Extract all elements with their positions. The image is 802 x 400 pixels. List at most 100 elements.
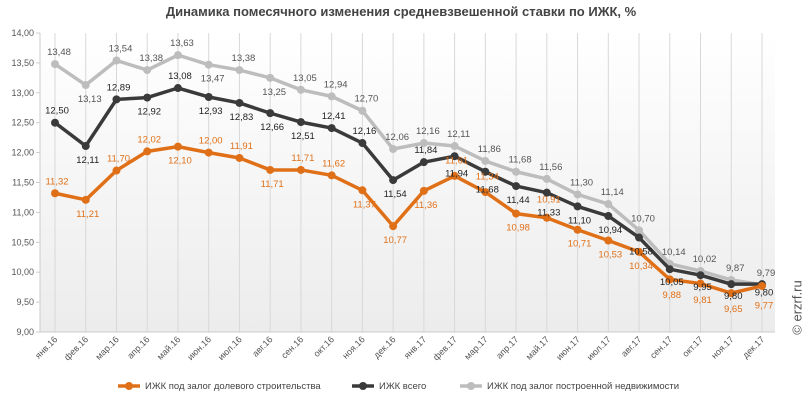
data-point <box>235 66 244 75</box>
data-point <box>696 279 705 288</box>
data-label: 12,51 <box>291 131 315 142</box>
data-label: 12,50 <box>45 106 69 117</box>
data-point <box>327 124 336 133</box>
data-label: 12,11 <box>76 155 99 166</box>
data-label: 12,00 <box>199 136 223 147</box>
data-point <box>204 60 213 69</box>
data-point <box>635 226 644 235</box>
data-label: 11,14 <box>601 187 624 198</box>
data-label: 9,79 <box>757 268 776 279</box>
data-point <box>81 142 90 151</box>
data-label: 10,70 <box>631 213 655 224</box>
data-label: 13,13 <box>78 94 102 105</box>
y-tick-label: 9,50 <box>16 297 34 307</box>
data-label: 13,47 <box>201 74 225 85</box>
data-label: 11,62 <box>322 158 345 169</box>
data-label: 10,05 <box>660 277 684 288</box>
data-label: 11,68 <box>476 184 499 195</box>
data-point <box>112 56 121 65</box>
data-point <box>51 60 59 69</box>
data-point <box>512 167 521 176</box>
data-point <box>143 147 152 156</box>
data-label: 9,95 <box>693 282 712 293</box>
data-label: 13,48 <box>47 47 71 58</box>
data-point <box>143 66 152 75</box>
data-label: 9,88 <box>663 290 682 301</box>
data-label: 11,36 <box>414 200 437 211</box>
data-label: 11,94 <box>445 169 468 180</box>
data-label: 11,68 <box>509 155 532 166</box>
data-point <box>481 167 490 176</box>
data-point <box>419 186 428 195</box>
data-label: 11,37 <box>353 199 376 210</box>
data-label: 12,41 <box>322 111 346 122</box>
y-tick-label: 12,50 <box>11 118 34 128</box>
data-label: 11,54 <box>384 189 407 200</box>
data-point <box>389 176 398 185</box>
x-tick-label: сен.16 <box>279 334 305 360</box>
data-label: 12,92 <box>137 107 161 118</box>
data-point <box>512 182 521 191</box>
data-label: 12,93 <box>199 106 223 117</box>
data-label: 11,61 <box>445 156 468 167</box>
data-label: 10,02 <box>693 254 717 265</box>
data-label: 9,80 <box>755 288 774 299</box>
data-label: 11,91 <box>230 141 253 152</box>
y-tick-label: 11,00 <box>12 207 34 217</box>
data-point <box>512 209 521 218</box>
data-label: 9,80 <box>724 291 743 302</box>
data-point <box>81 81 90 90</box>
data-point <box>542 174 551 183</box>
data-point <box>296 165 305 174</box>
series-line <box>54 53 763 287</box>
x-tick-label: окт.17 <box>680 334 705 359</box>
data-label: 13,38 <box>139 53 163 64</box>
data-label: 13,63 <box>170 38 194 49</box>
y-tick-label: 9,00 <box>16 327 34 337</box>
legend-marker <box>125 382 133 390</box>
data-label: 13,05 <box>293 73 317 84</box>
x-tick-label: дек.17 <box>740 334 766 360</box>
data-point <box>235 98 244 107</box>
data-point <box>112 95 121 104</box>
data-label: 12,11 <box>447 129 470 140</box>
x-tick-label: мар.16 <box>94 334 121 361</box>
data-point <box>635 233 644 242</box>
data-label: 13,54 <box>109 44 133 55</box>
data-label: 10,77 <box>383 235 407 246</box>
data-point <box>696 271 705 280</box>
y-tick-label: 14,00 <box>11 28 34 38</box>
data-point <box>481 188 490 197</box>
data-label: 11,70 <box>107 154 130 165</box>
data-label: 11,56 <box>539 162 562 173</box>
data-point <box>173 84 182 93</box>
x-tick-label: янв.17 <box>402 334 428 360</box>
x-tick-label: апр.17 <box>494 334 520 360</box>
x-tick-label: окт.16 <box>312 334 337 359</box>
data-label: 11,21 <box>76 209 99 220</box>
data-point <box>450 142 459 151</box>
data-label: 11,34 <box>476 171 499 182</box>
data-label: 12,83 <box>230 112 254 123</box>
data-point <box>51 118 59 127</box>
data-label: 10,94 <box>598 225 622 236</box>
data-label: 10,98 <box>506 223 530 234</box>
data-label: 11,71 <box>261 179 284 190</box>
data-label: 11,30 <box>570 177 593 188</box>
data-label: 11,32 <box>45 176 68 187</box>
x-tick-label: дек.16 <box>372 334 398 360</box>
data-label: 11,84 <box>414 145 437 156</box>
data-point <box>727 289 736 298</box>
data-point <box>727 280 736 289</box>
data-point <box>542 188 551 197</box>
data-point <box>665 275 674 284</box>
data-point <box>358 186 367 195</box>
data-label: 10,34 <box>629 261 653 272</box>
data-label: 11,33 <box>537 208 560 219</box>
data-label: 9,77 <box>755 301 774 312</box>
x-tick-label: июн.17 <box>554 334 582 362</box>
x-tick-label: апр.16 <box>125 334 151 360</box>
data-label: 13,08 <box>168 71 192 82</box>
